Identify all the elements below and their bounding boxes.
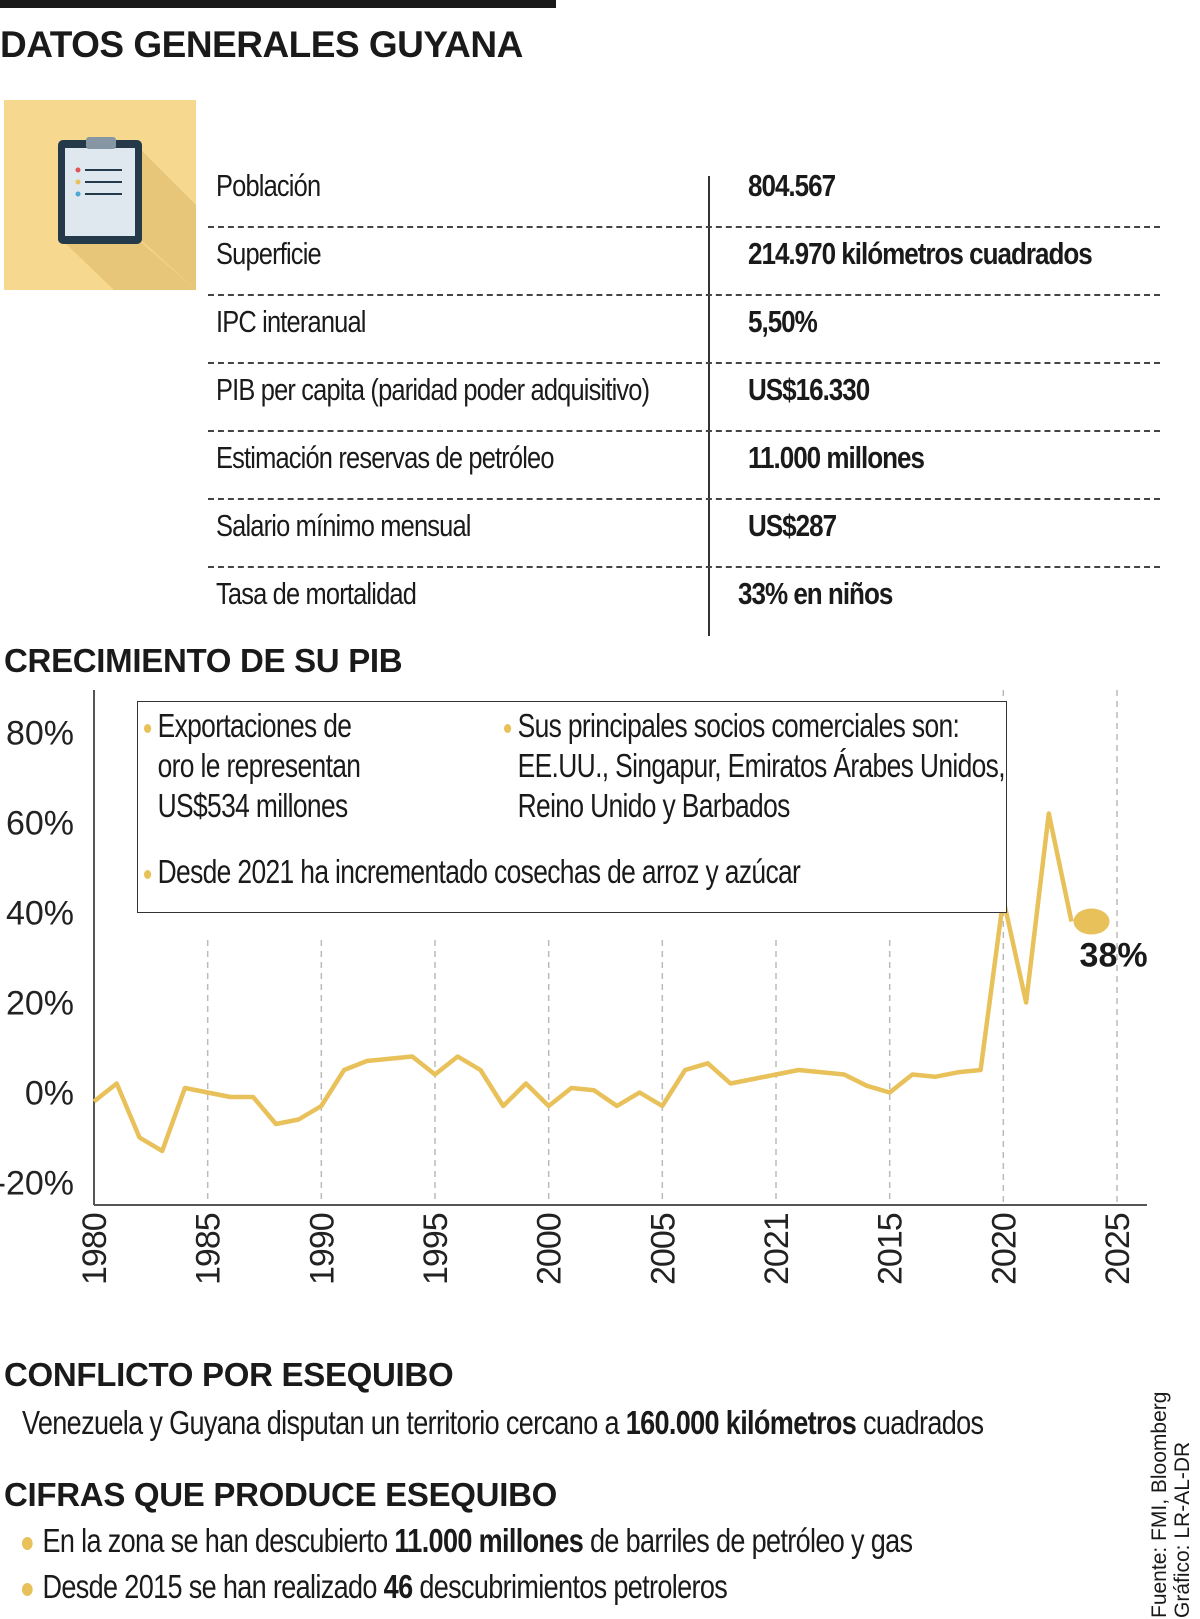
y-tick-label: 40%	[6, 895, 74, 933]
figures-title: CIFRAS QUE PRODUCE ESEQUIBO	[4, 1476, 557, 1513]
stat-row-mortalidad: Tasa de mortalidad 33% en niños	[208, 568, 1160, 636]
stat-value: 804.567	[748, 168, 836, 203]
bullet-dot	[504, 723, 512, 733]
note-exports-line1: Exportaciones de	[157, 707, 352, 744]
note-exports-line3: US$534 millones	[157, 787, 349, 824]
stat-row-pib: PIB per capita (paridad poder adquisitiv…	[208, 364, 1160, 432]
figures-line-1-pre: En la zona se han descubierto	[42, 1522, 395, 1559]
figures-line-2-post: descubrimientos petroleros	[412, 1568, 728, 1605]
stat-row-salario: Salario mínimo mensual US$287	[208, 500, 1160, 568]
stat-value: 214.970 kilómetros cuadrados	[748, 236, 1093, 271]
source-line: Fuente: FMI, Bloomberg	[1148, 1391, 1171, 1618]
notes-box: Exportaciones de oro le representan US$5…	[137, 701, 1007, 913]
x-tick-label: 1985	[190, 1213, 228, 1285]
x-tick-label: 1990	[303, 1213, 341, 1285]
stat-value: 11.000 millones	[748, 440, 925, 475]
note-harvest: Desde 2021 ha incrementado cosechas de a…	[144, 852, 801, 892]
row-divider	[208, 498, 1160, 500]
stat-value: US$16.330	[748, 372, 870, 407]
row-divider	[208, 226, 1160, 228]
figures-line-2-pre: Desde 2015 se han realizado	[42, 1568, 384, 1605]
conflict-text: Venezuela y Guyana disputan un territori…	[22, 1404, 984, 1442]
note-exports-line2: oro le representan	[157, 747, 361, 784]
conflict-title: CONFLICTO POR ESEQUIBO	[4, 1356, 454, 1393]
stat-label: Superficie	[216, 236, 322, 271]
stat-value: 5,50%	[748, 304, 818, 339]
conflict-text-pre: Venezuela y Guyana disputan un territori…	[22, 1404, 626, 1441]
y-tick-label: 0%	[25, 1075, 74, 1113]
stat-row-superficie: Superficie 214.970 kilómetros cuadrados	[208, 228, 1160, 296]
x-tick-label: 2015	[872, 1213, 910, 1285]
note-exports: Exportaciones de oro le representan US$5…	[144, 706, 361, 826]
bullet-dot	[144, 869, 152, 879]
gdp-growth-chart: 1980 1985 1990 1995 2000 2005 2021 2015 2020 2025…	[0, 690, 1148, 1285]
stat-label: Población	[216, 168, 321, 203]
bullet-dot	[144, 723, 152, 733]
bullet-dot	[22, 1536, 33, 1550]
note-partners-line2: EE.UU., Singapur, Emiratos Árabes Unidos…	[517, 747, 1006, 784]
y-tick-label: 60%	[6, 805, 74, 843]
stat-label: Estimación reservas de petróleo	[216, 440, 555, 475]
note-partners-line3: Reino Unido y Barbados	[517, 787, 791, 824]
chart-title: CRECIMIENTO DE SU PIB	[4, 642, 403, 679]
top-bar	[0, 0, 556, 8]
conflict-text-post: cuadrados	[856, 1404, 984, 1441]
last-point-label: 38%	[1080, 937, 1148, 975]
clipboard-icon	[58, 137, 196, 290]
row-divider	[208, 362, 1160, 364]
stat-row-poblacion: Población 804.567	[208, 160, 1160, 228]
note-partners-line1: Sus principales socios comerciales son:	[517, 707, 960, 744]
page-title: DATOS GENERALES GUYANA	[0, 24, 523, 65]
note-harvest-text: Desde 2021 ha incrementado cosechas de a…	[157, 853, 801, 890]
y-tick-label: 20%	[6, 985, 74, 1023]
x-tick-label: 2020	[985, 1213, 1023, 1285]
y-tick-label: 80%	[6, 715, 74, 753]
x-tick-label: 2005	[644, 1213, 682, 1285]
figures-line-1-post: de barriles de petróleo y gas	[583, 1522, 913, 1559]
x-tick-label: 2000	[531, 1213, 569, 1285]
figures-line-1-bold: 11.000 millones	[394, 1522, 584, 1559]
x-tick-label: 1995	[417, 1213, 455, 1285]
figures-line-2-bold: 46	[383, 1568, 413, 1605]
table-divider	[708, 176, 710, 636]
stat-label: IPC interanual	[216, 304, 366, 339]
row-divider	[208, 294, 1160, 296]
credit-line: Gráfico: LR-AL-DR	[1171, 1441, 1194, 1618]
row-divider	[208, 430, 1160, 432]
stat-label: Salario mínimo mensual	[216, 508, 471, 543]
figures-line-2: Desde 2015 se han realizado 46 descubrim…	[22, 1568, 728, 1606]
source-credit: Fuente: FMI, Bloomberg Gráfico: LR-AL-DR	[1148, 1392, 1194, 1618]
note-partners: Sus principales socios comerciales son: …	[504, 706, 1006, 826]
gdp-growth-line	[92, 811, 1074, 1154]
stat-value: 33% en niños	[738, 576, 893, 611]
stat-label: Tasa de mortalidad	[216, 576, 417, 611]
clipboard-icon-box	[4, 100, 196, 290]
conflict-text-bold: 160.000 kilómetros	[625, 1404, 857, 1441]
y-tick-label: -20%	[0, 1165, 74, 1203]
stat-label: PIB per capita (paridad poder adquisitiv…	[216, 372, 650, 407]
figures-line-1: En la zona se han descubierto 11.000 mil…	[22, 1522, 913, 1560]
stat-row-ipc: IPC interanual 5,50%	[208, 296, 1160, 364]
last-point-marker	[1073, 908, 1110, 935]
stat-row-reservas: Estimación reservas de petróleo 11.000 m…	[208, 432, 1160, 500]
x-tick-label: 2021	[758, 1213, 796, 1285]
stat-value: US$287	[748, 508, 837, 543]
row-divider	[208, 566, 1160, 568]
bullet-dot	[22, 1582, 33, 1596]
x-tick-label: 2025	[1099, 1213, 1137, 1285]
x-tick-label: 1980	[76, 1213, 114, 1285]
